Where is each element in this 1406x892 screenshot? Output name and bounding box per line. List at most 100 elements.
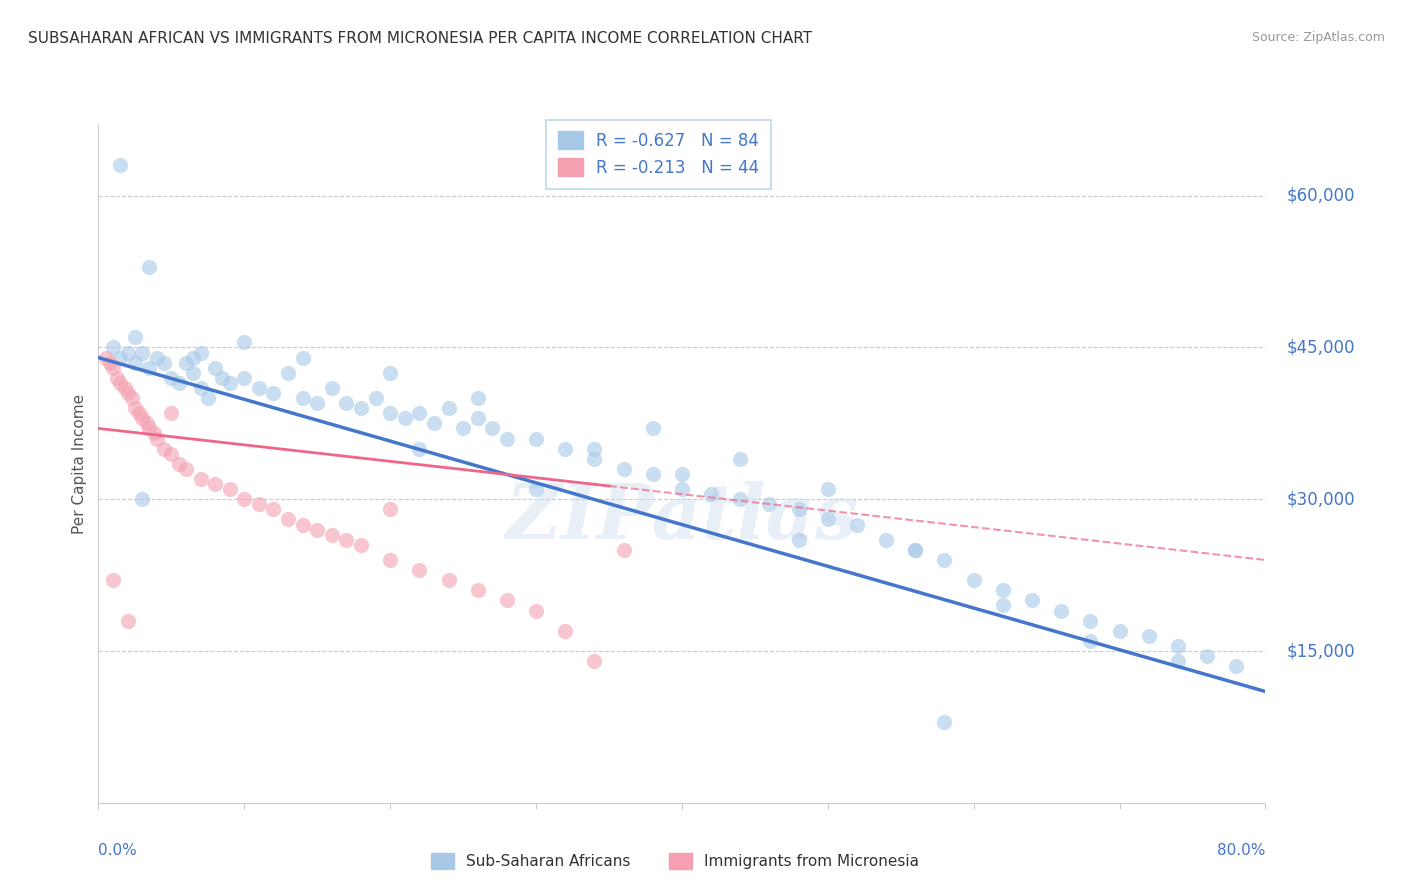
Point — [1080, 614, 1102, 628]
Point — [467, 391, 489, 405]
Point — [135, 417, 157, 431]
Point — [101, 341, 124, 355]
Point — [554, 624, 576, 638]
Point — [641, 421, 664, 435]
Point — [904, 542, 927, 557]
Point — [291, 391, 314, 405]
Point — [291, 351, 314, 365]
Point — [378, 406, 402, 420]
Point — [105, 371, 128, 385]
Point — [277, 512, 299, 526]
Point — [408, 442, 430, 456]
Text: SUBSAHARAN AFRICAN VS IMMIGRANTS FROM MICRONESIA PER CAPITA INCOME CORRELATION C: SUBSAHARAN AFRICAN VS IMMIGRANTS FROM MI… — [28, 31, 813, 46]
Y-axis label: Per Capita Income: Per Capita Income — [72, 393, 87, 534]
Point — [117, 386, 139, 401]
Point — [124, 330, 146, 344]
Point — [394, 411, 416, 425]
Point — [451, 421, 474, 435]
Point — [612, 462, 634, 476]
Point — [146, 351, 169, 365]
Point — [364, 391, 387, 405]
Point — [875, 533, 897, 547]
Point — [218, 376, 240, 390]
Point — [131, 411, 153, 425]
Point — [153, 442, 176, 456]
Point — [197, 391, 219, 405]
Point — [1167, 654, 1189, 668]
Point — [101, 573, 124, 587]
Point — [233, 492, 256, 507]
Point — [160, 406, 183, 420]
Text: 0.0%: 0.0% — [98, 844, 138, 858]
Point — [467, 411, 489, 425]
Point — [437, 573, 460, 587]
Point — [758, 497, 780, 511]
Point — [350, 538, 373, 552]
Point — [423, 417, 446, 431]
Point — [991, 583, 1014, 598]
Point — [167, 457, 190, 471]
Point — [583, 442, 606, 456]
Point — [934, 553, 956, 567]
Point — [378, 366, 402, 380]
Point — [1225, 659, 1247, 673]
Point — [321, 381, 343, 395]
Point — [934, 714, 956, 729]
Point — [1021, 593, 1043, 607]
Point — [307, 396, 329, 410]
Legend: R = -0.627   N = 84, R = -0.213   N = 44: R = -0.627 N = 84, R = -0.213 N = 44 — [546, 120, 770, 188]
Point — [787, 533, 810, 547]
Point — [190, 345, 212, 359]
Point — [350, 401, 373, 416]
Text: $30,000: $30,000 — [1286, 491, 1355, 508]
Point — [641, 467, 664, 481]
Point — [211, 371, 233, 385]
Point — [730, 492, 752, 507]
Point — [247, 381, 270, 395]
Point — [124, 356, 146, 370]
Point — [138, 260, 160, 274]
Point — [146, 432, 169, 446]
Point — [817, 512, 839, 526]
Point — [101, 360, 124, 375]
Point — [481, 421, 503, 435]
Point — [204, 477, 226, 491]
Point — [247, 497, 270, 511]
Point — [110, 158, 132, 172]
Point — [1108, 624, 1130, 638]
Point — [131, 345, 153, 359]
Point — [583, 654, 606, 668]
Point — [1195, 649, 1218, 664]
Point — [335, 533, 357, 547]
Point — [962, 573, 984, 587]
Point — [1080, 634, 1102, 648]
Point — [190, 472, 212, 486]
Point — [408, 406, 430, 420]
Point — [321, 527, 343, 541]
Point — [174, 462, 197, 476]
Point — [817, 482, 839, 496]
Point — [583, 451, 606, 466]
Point — [378, 502, 402, 516]
Point — [1167, 639, 1189, 653]
Point — [524, 482, 547, 496]
Point — [153, 356, 176, 370]
Text: $45,000: $45,000 — [1286, 338, 1355, 357]
Text: 80.0%: 80.0% — [1218, 844, 1265, 858]
Point — [124, 401, 146, 416]
Point — [1050, 603, 1073, 617]
Point — [218, 482, 240, 496]
Point — [335, 396, 357, 410]
Point — [110, 351, 132, 365]
Point — [554, 442, 576, 456]
Point — [671, 482, 693, 496]
Point — [114, 381, 136, 395]
Point — [1137, 629, 1160, 643]
Point — [128, 406, 150, 420]
Point — [291, 517, 314, 532]
Point — [142, 426, 165, 441]
Text: $15,000: $15,000 — [1286, 642, 1355, 660]
Point — [117, 345, 139, 359]
Point — [160, 447, 183, 461]
Point — [138, 421, 160, 435]
